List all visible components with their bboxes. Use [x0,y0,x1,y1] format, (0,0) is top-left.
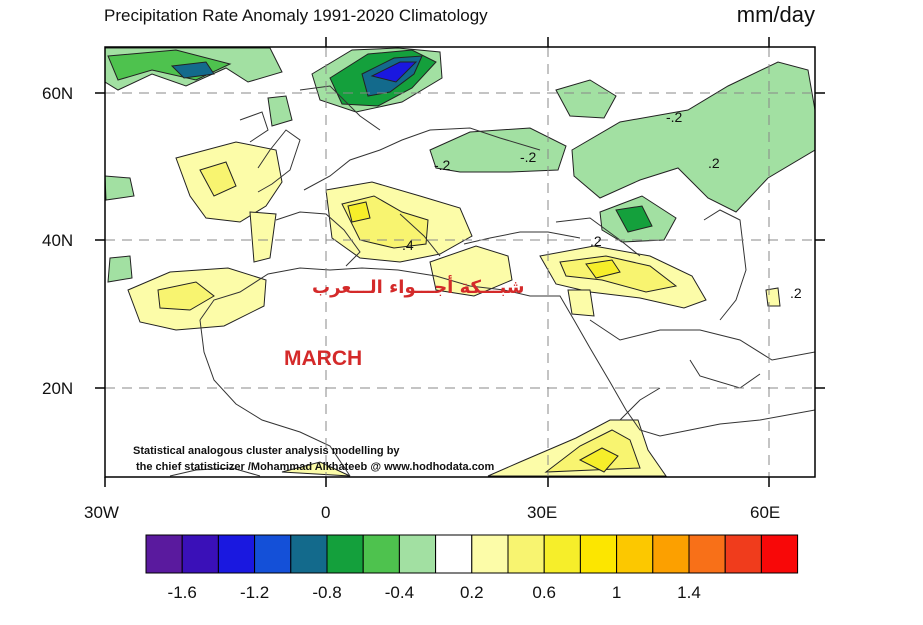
colorbar-tick-label: 1.4 [677,583,701,602]
colorbar-tick-label: -1.6 [167,583,197,602]
colorbar-tick-label: -0.8 [312,583,342,602]
credit-text: Statistical analogous cluster analysis m… [133,443,494,475]
contour-label: -.2 [520,149,537,165]
colorbar-swatch [579,534,618,574]
colorbar [145,534,799,574]
contour-label: .2 [590,233,602,249]
strong-positive-anomaly-regions [347,201,621,473]
colorbar-tick-label: 1 [611,583,622,602]
colorbar-swatch [543,534,581,574]
lon-label-30e: 30E [527,503,558,522]
colorbar-swatch [217,534,256,574]
colorbar-swatch [652,534,690,574]
contour-label: .4 [402,237,414,253]
contour-label: -.2 [434,157,451,173]
colorbar-tick-label: 0.6 [532,583,557,602]
units-label: mm/day [736,2,815,27]
credit-line-1: Statistical analogous cluster analysis m… [133,445,400,457]
colorbar-swatch [290,534,328,574]
lon-label-30w: 30W [84,503,119,522]
colorbar-swatch [362,534,400,574]
colorbar-swatch [181,534,219,574]
colorbar-swatch [471,534,509,574]
lat-label-20n: 20N [42,379,74,398]
colorbar-swatch [435,534,473,574]
contour-label: .2 [708,155,720,171]
axis-ticks [95,37,825,487]
contour-label: -.2 [666,109,683,125]
map-frame [104,46,816,478]
colorbar-swatch [616,534,654,574]
colorbar-swatch [688,534,726,574]
contour-label: .2 [790,285,802,301]
colorbar-swatch [398,534,437,574]
colorbar-tick-label: -0.4 [384,583,415,602]
colorbar-swatch [145,534,183,574]
colorbar-swatch [326,534,364,574]
colorbar-swatch [760,534,799,574]
month-label: MARCH [284,347,363,370]
lat-label-40n: 40N [42,231,74,250]
strong-negative-anomaly-regions [107,49,653,233]
lat-label-60n: 60N [42,84,74,103]
gridlines [105,47,815,477]
lon-label-0: 0 [321,503,331,522]
credit-line-2: the chief statisticizer /Mohammad Alkhat… [136,461,495,473]
colorbar-tick-label: 0.2 [459,583,484,602]
colorbar-swatch [507,534,545,574]
chart-title: Precipitation Rate Anomaly 1991-2020 Cli… [104,6,488,25]
colorbar-swatch [254,534,292,574]
coastlines [169,85,815,477]
colorbar-tick-label: -1.2 [239,583,270,602]
arabic-watermark: شبـــكة أجـــواء الـــعرب [312,277,525,298]
lon-label-60e: 60E [750,503,781,522]
colorbar-swatch [724,534,762,574]
